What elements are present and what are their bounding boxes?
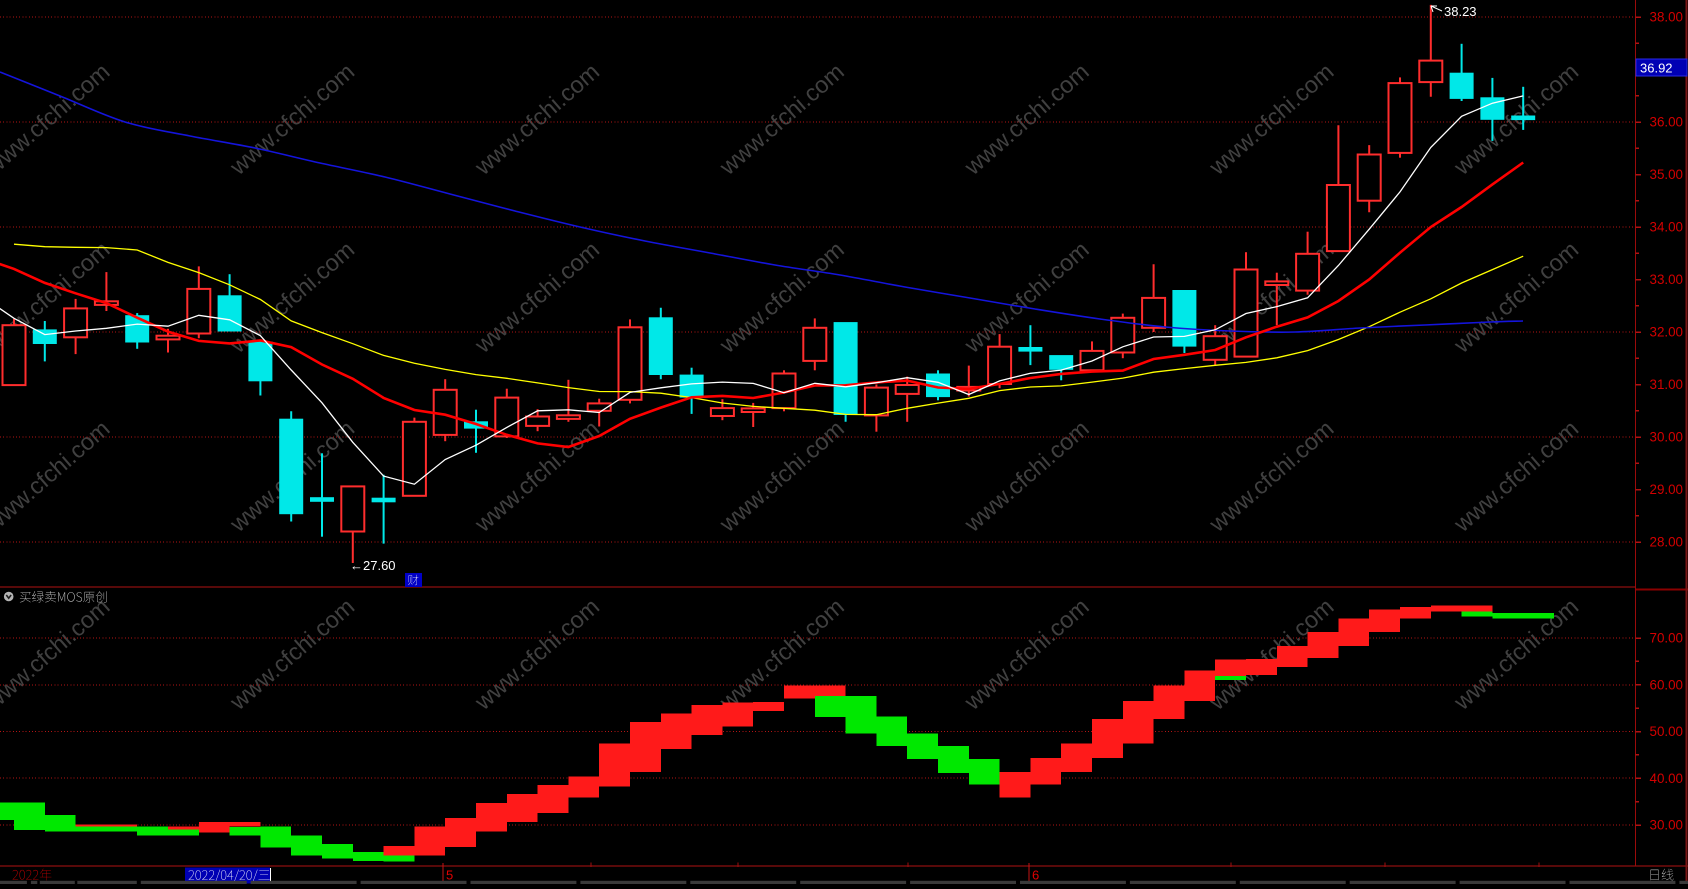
svg-text:←27.60: ←27.60 xyxy=(350,558,396,573)
svg-text:40.00: 40.00 xyxy=(1650,771,1684,786)
svg-text:29.00: 29.00 xyxy=(1650,482,1684,497)
svg-text:32.00: 32.00 xyxy=(1650,325,1684,340)
svg-text:36.92: 36.92 xyxy=(1640,61,1673,76)
svg-text:30.00: 30.00 xyxy=(1650,818,1684,833)
svg-text:30.00: 30.00 xyxy=(1650,430,1684,445)
svg-text:60.00: 60.00 xyxy=(1650,678,1684,693)
svg-text:38.00: 38.00 xyxy=(1650,10,1684,25)
svg-text:70.00: 70.00 xyxy=(1650,631,1684,646)
svg-text:31.00: 31.00 xyxy=(1650,377,1684,392)
svg-text:35.00: 35.00 xyxy=(1650,167,1684,182)
svg-text:36.00: 36.00 xyxy=(1650,115,1684,130)
svg-text:50.00: 50.00 xyxy=(1650,724,1684,739)
svg-text:38.23: 38.23 xyxy=(1444,4,1477,19)
svg-text:34.00: 34.00 xyxy=(1650,220,1684,235)
svg-text:5: 5 xyxy=(446,868,453,883)
svg-text:6: 6 xyxy=(1032,868,1039,883)
svg-text:33.00: 33.00 xyxy=(1650,272,1684,287)
svg-text:28.00: 28.00 xyxy=(1650,535,1684,550)
